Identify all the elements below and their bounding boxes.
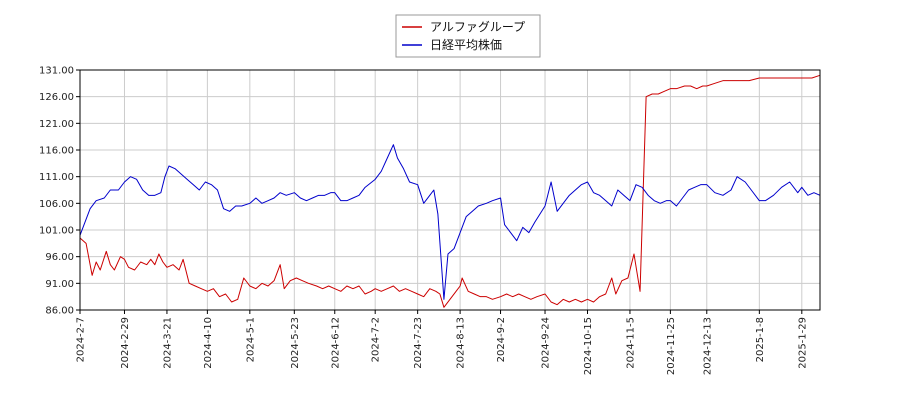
y-tick-label: 101.00: [39, 226, 74, 237]
x-tick-label: 2024-5-23: [290, 317, 301, 369]
x-tick-label: 2024-10-15: [583, 317, 594, 375]
x-tick-label: 2024-12-13: [702, 317, 713, 375]
x-tick-label: 2024-9-2: [496, 317, 507, 362]
x-tick-label: 2024-5-1: [245, 317, 256, 362]
y-tick-label: 131.00: [39, 66, 74, 77]
x-tick-label: 2025-1-8: [755, 317, 766, 362]
y-tick-label: 86.00: [45, 306, 74, 317]
x-tick-label: 2024-2-7: [76, 317, 87, 362]
x-tick-label: 2024-7-23: [413, 317, 424, 369]
legend-box: [395, 14, 541, 58]
legend-label-1: 日経平均株価: [430, 37, 502, 52]
series-line-1: [79, 144, 821, 300]
y-tick-label: 126.00: [39, 92, 74, 103]
x-tick-label: 2024-4-10: [203, 317, 214, 369]
series-line-0: [79, 74, 821, 308]
x-tick-label: 2024-2-29: [120, 317, 131, 369]
x-tick-label: 2025-1-29: [797, 317, 808, 369]
y-tick-label: 96.00: [45, 252, 74, 263]
y-tick-label: 106.00: [39, 199, 74, 210]
x-tick-label: 2024-11-25: [666, 317, 677, 375]
x-tick-label: 2024-8-13: [456, 317, 467, 369]
x-axis: 2024-2-7 2024-2-29 2024-3-21 2024-4-10 2024-…: [76, 310, 808, 375]
legend-label-0: アルファグループ: [430, 20, 525, 34]
x-tick-label: 2024-7-2: [371, 317, 382, 362]
y-tick-label: 91.00: [45, 279, 74, 290]
x-tick-label: 2024-11-5: [625, 317, 636, 369]
y-tick-label: 121.00: [39, 119, 74, 130]
grid-lines: [79, 69, 820, 311]
series-layer: [79, 74, 821, 308]
x-tick-label: 2024-9-24: [541, 317, 552, 369]
x-tick-label: 2024-6-12: [330, 317, 341, 369]
plot-area-frame: [79, 69, 821, 311]
y-axis: 86.00 91.00 96.00 101.00 106.00 111.00 116.00 1…: [39, 66, 80, 317]
y-tick-label: 111.00: [39, 172, 74, 183]
x-tick-label: 2024-3-21: [162, 317, 173, 369]
y-tick-label: 116.00: [39, 146, 74, 157]
